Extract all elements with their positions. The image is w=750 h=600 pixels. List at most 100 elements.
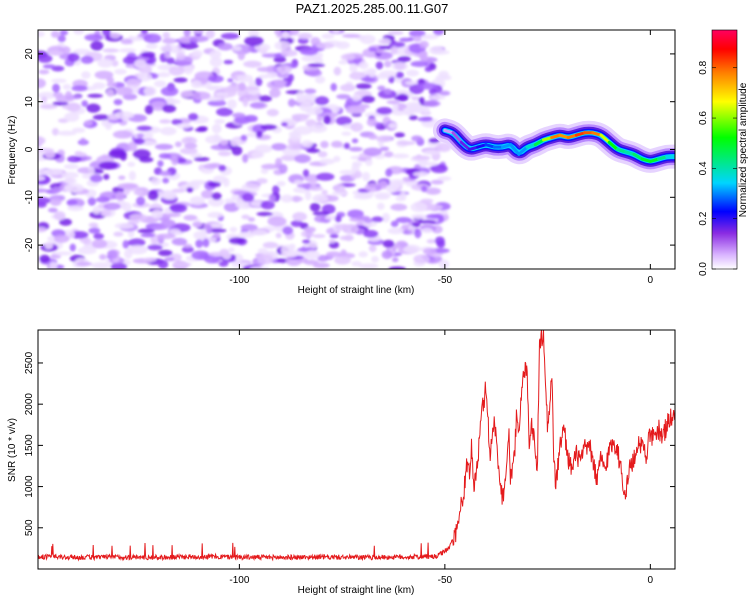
spectrogram-noise-blob <box>193 231 208 240</box>
spectrogram-noise-blob <box>376 202 385 210</box>
signal-trace-core <box>459 140 472 151</box>
spectrogram-noise-blob <box>51 128 59 136</box>
spectrogram-noise-blob <box>261 163 279 170</box>
spectrogram-noise-blob <box>153 80 167 88</box>
spectrogram-noise-blob <box>280 244 295 255</box>
spectrogram-noise-blob <box>44 149 56 159</box>
spectrogram-noise-region <box>38 30 452 269</box>
spectrogram-noise-blob <box>173 77 188 83</box>
spectrogram-noise-blob <box>232 112 246 118</box>
spectrogram-noise-blob <box>145 43 158 50</box>
spectrogram-noise-blob <box>191 80 202 89</box>
spectrogram-noise-blob <box>266 108 279 117</box>
spectrogram-noise-blob <box>140 233 156 238</box>
spectrogram-noise-blob <box>164 191 178 200</box>
spectrogram-noise-blob <box>254 43 271 52</box>
spectrogram-noise-blob <box>38 78 46 89</box>
spectrogram-noise-blob <box>358 61 369 70</box>
spectrogram-noise-blob <box>127 161 136 167</box>
spectrogram-noise-blob <box>383 60 392 68</box>
spectrogram-noise-blob <box>375 61 384 70</box>
spectrogram-noise-blob <box>207 181 222 188</box>
spectrogram-noise-blob <box>195 239 204 248</box>
spectrogram-noise-blob <box>108 149 127 159</box>
spectrogram-noise-blob <box>382 212 390 223</box>
spectrogram-noise-blob <box>162 31 170 39</box>
spectrogram-noise-blob <box>38 188 49 193</box>
spectrogram-noise-blob <box>211 192 222 201</box>
spectrogram-noise-blob <box>289 30 300 36</box>
spectrogram-noise-blob <box>240 134 248 141</box>
spectrogram-noise-blob <box>247 217 256 222</box>
spectrogram-noise-blob <box>333 66 342 76</box>
spectrogram-noise-blob <box>87 197 97 206</box>
spectrogram-noise-blob <box>390 46 398 55</box>
spectrogram-noise-blob <box>376 107 393 115</box>
spectrogram-noise-blob <box>46 51 65 56</box>
spectrogram-noise-blob <box>122 56 137 65</box>
spectrogram-noise-blob <box>246 183 261 188</box>
spectrogram-noise-blob <box>184 142 198 149</box>
spectrogram-noise-blob <box>157 259 169 269</box>
spectrogram-noise-blob <box>114 222 135 229</box>
spectrogram-noise-blob <box>115 191 125 201</box>
spectrogram-noise-blob <box>371 256 380 263</box>
spectrogram-noise-blob <box>279 164 288 174</box>
spectrogram-noise-blob <box>94 70 114 80</box>
spectrogram-noise-blob <box>363 218 373 224</box>
spectrogram-noise-blob <box>224 198 234 204</box>
spectrogram-noise-blob <box>81 71 91 79</box>
spectrogram-noise-blob <box>136 133 144 138</box>
spectrogram-noise-blob <box>207 211 224 219</box>
spectrogram-noise-blob <box>38 226 47 233</box>
spectrogram-noise-blob <box>292 211 308 222</box>
colorbar-label: Normalized spectral amplitude <box>738 82 749 217</box>
spectrogram-noise-blob <box>306 148 321 154</box>
spectrogram-noise-blob <box>406 69 420 77</box>
spectrogram-noise-blob <box>302 169 310 178</box>
spectrogram-noise-blob <box>282 31 290 39</box>
spectrogram-noise-blob <box>299 102 313 112</box>
spectrogram-noise-blob <box>164 52 171 59</box>
spectrogram-noise-blob <box>166 57 175 65</box>
spectrogram-noise-blob <box>260 124 278 130</box>
spectrogram-noise-blob <box>363 147 382 157</box>
spectrogram-noise-blob <box>89 174 103 183</box>
spectrogram-noise-blob <box>255 77 263 87</box>
spectrogram-noise-blob <box>428 88 436 95</box>
spectrogram-noise-blob <box>418 51 428 60</box>
spectrogram-noise-blob <box>321 189 328 195</box>
spectrogram-noise-blob <box>169 205 185 211</box>
spectrogram-noise-blob <box>378 45 395 50</box>
colorbar-frame <box>711 29 738 270</box>
spectrogram-noise-blob <box>273 79 286 87</box>
spectrogram-noise-blob <box>430 179 444 185</box>
spectrogram-noise-blob <box>47 207 58 213</box>
spectrogram-noise-blob <box>109 32 121 39</box>
spectrogram-noise-blob <box>323 115 331 125</box>
spectrogram-noise-blob <box>214 119 226 124</box>
spectrogram-noise-blob <box>338 60 348 65</box>
spectrogram-noise-blob <box>241 214 250 220</box>
spectrogram-noise-blob <box>92 205 101 215</box>
spectrogram-noise-blob <box>77 246 97 255</box>
spectrogram-noise-blob <box>248 30 260 38</box>
spectrogram-noise-blob <box>260 200 275 210</box>
spectrogram-noise-blob <box>291 113 311 119</box>
spectrogram-noise-blob <box>39 254 51 263</box>
spectrogram-noise-blob <box>296 91 305 101</box>
spectrogram-noise-blob <box>351 260 362 267</box>
spectrogram-noise-blob <box>180 42 199 50</box>
spectrogram-noise-blob <box>87 166 95 175</box>
spectrogram-noise-blob <box>133 59 147 69</box>
colorbar: 0.0 0.2 0.4 0.6 0.8 Normalized spectral ampl… <box>698 29 749 276</box>
spectrogram-noise-blob <box>319 158 335 165</box>
snr-frame <box>37 329 676 570</box>
spectrogram-noise-blob <box>114 111 135 119</box>
spectrogram-noise-blob <box>228 247 235 253</box>
colorbar-gradient <box>712 30 737 269</box>
spectrogram-noise-blob <box>176 123 192 129</box>
spectrogram-noise-blob <box>273 56 287 63</box>
spectrogram-noise-blob <box>330 82 337 92</box>
spectrogram-noise-blob <box>312 234 326 239</box>
